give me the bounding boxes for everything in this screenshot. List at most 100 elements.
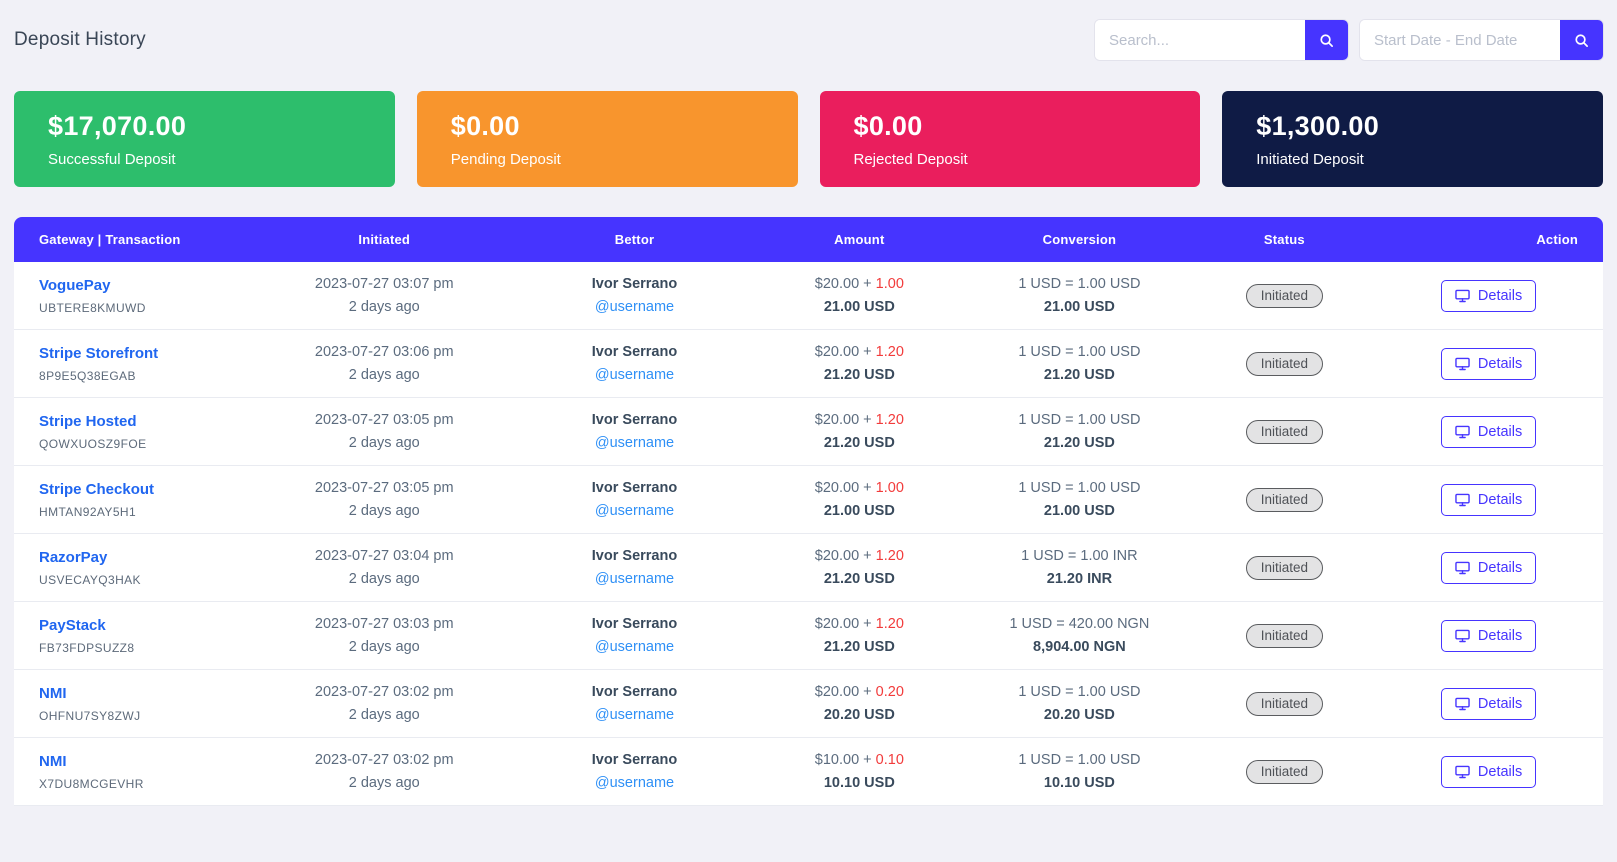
details-button[interactable]: Details	[1440, 347, 1537, 380]
details-button[interactable]: Details	[1440, 755, 1537, 788]
amount-fee: 1.00	[875, 480, 904, 496]
page-title: Deposit History	[14, 29, 146, 50]
status-cell: Initiated	[1194, 465, 1375, 534]
conversion-cell: 1 USD = 1.00 USD 20.20 USD	[964, 669, 1195, 738]
bettor-username-link[interactable]: @username	[594, 571, 675, 587]
initiated-relative: 2 days ago	[348, 435, 420, 451]
status-cell: Initiated	[1194, 669, 1375, 738]
card-value: $0.00	[853, 110, 923, 141]
bettor-username-link[interactable]: @username	[594, 503, 675, 519]
gateway-transaction-cell: Stripe Hosted QOWXUOSZ9FOE	[14, 397, 254, 466]
bettor-username-link[interactable]: @username	[594, 639, 675, 655]
conversion-total: 21.00 USD	[1043, 503, 1115, 519]
card-value: $17,070.00	[48, 110, 187, 141]
amount-base: $20.00 +	[814, 684, 876, 700]
details-button-label: Details	[1477, 627, 1523, 644]
status-badge: Initiated	[1245, 759, 1324, 784]
bettor-username-link[interactable]: @username	[594, 707, 675, 723]
gateway-link[interactable]: PayStack	[39, 616, 106, 634]
date-filter-group	[1360, 20, 1603, 60]
gateway-link[interactable]: RazorPay	[39, 548, 108, 566]
col-action: Action	[1374, 217, 1603, 262]
conversion-total: 21.20 USD	[1043, 435, 1115, 451]
bettor-name: Ivor Serrano	[591, 548, 678, 564]
search-button[interactable]	[1305, 20, 1348, 60]
card-label: Pending Deposit	[450, 150, 561, 168]
status-badge: Initiated	[1245, 555, 1324, 580]
initiated-datetime: 2023-07-27 03:05 pm	[314, 412, 454, 428]
bettor-name: Ivor Serrano	[591, 276, 678, 292]
conversion-total: 10.10 USD	[1043, 775, 1115, 791]
amount-cell: $20.00 + 1.20 21.20 USD	[754, 397, 965, 466]
monitor-icon	[1455, 493, 1470, 506]
initiated-relative: 2 days ago	[348, 503, 420, 519]
details-button[interactable]: Details	[1440, 551, 1537, 584]
date-range-input[interactable]	[1360, 20, 1560, 60]
initiated-relative: 2 days ago	[348, 775, 420, 791]
conversion-rate: 1 USD = 1.00 USD	[1018, 412, 1141, 428]
gateway-transaction-cell: NMI X7DU8MCGEVHR	[14, 737, 254, 806]
bettor-name: Ivor Serrano	[591, 344, 678, 360]
monitor-icon	[1455, 561, 1470, 574]
bettor-username-link[interactable]: @username	[594, 367, 675, 383]
table-row: RazorPay USVECAYQ3HAK 2023-07-27 03:04 p…	[14, 533, 1603, 602]
conversion-cell: 1 USD = 1.00 USD 21.20 USD	[964, 329, 1195, 398]
card-label: Successful Deposit	[48, 150, 176, 168]
initiated-datetime: 2023-07-27 03:02 pm	[314, 752, 454, 768]
conversion-total: 21.00 USD	[1043, 299, 1115, 315]
conversion-cell: 1 USD = 1.00 USD 10.10 USD	[964, 737, 1195, 806]
bettor-username-link[interactable]: @username	[594, 775, 675, 791]
amount-total: 10.10 USD	[823, 775, 895, 791]
details-button[interactable]: Details	[1440, 687, 1537, 720]
status-cell: Initiated	[1194, 397, 1375, 466]
transaction-id: OHFNU7SY8ZWJ	[39, 708, 141, 723]
bettor-cell: Ivor Serrano @username	[514, 262, 755, 330]
initiated-cell: 2023-07-27 03:05 pm 2 days ago	[253, 465, 515, 534]
initiated-datetime: 2023-07-27 03:06 pm	[314, 344, 454, 360]
conversion-rate: 1 USD = 420.00 NGN	[1009, 616, 1150, 632]
amount-total: 21.00 USD	[823, 503, 895, 519]
details-button[interactable]: Details	[1440, 619, 1537, 652]
amount-total: 21.00 USD	[823, 299, 895, 315]
gateway-transaction-cell: Stripe Storefront 8P9E5Q38EGAB	[14, 329, 254, 398]
bettor-username-link[interactable]: @username	[594, 299, 675, 315]
details-button-label: Details	[1477, 491, 1523, 508]
gateway-link[interactable]: VoguePay	[39, 276, 111, 294]
action-cell: Details	[1374, 397, 1603, 466]
details-button[interactable]: Details	[1440, 279, 1537, 312]
status-cell: Initiated	[1194, 533, 1375, 602]
status-badge: Initiated	[1245, 623, 1324, 648]
gateway-link[interactable]: NMI	[39, 684, 67, 702]
search-input[interactable]	[1095, 20, 1305, 60]
amount-total: 21.20 USD	[823, 367, 895, 383]
bettor-username-link[interactable]: @username	[594, 435, 675, 451]
gateway-link[interactable]: Stripe Hosted	[39, 412, 137, 430]
conversion-rate: 1 USD = 1.00 INR	[1021, 548, 1138, 564]
initiated-datetime: 2023-07-27 03:05 pm	[314, 480, 454, 496]
initiated-relative: 2 days ago	[348, 299, 420, 315]
details-button[interactable]: Details	[1440, 415, 1537, 448]
conversion-cell: 1 USD = 420.00 NGN 8,904.00 NGN	[964, 601, 1195, 670]
amount-cell: $20.00 + 1.00 21.00 USD	[754, 465, 965, 534]
action-cell: Details	[1374, 262, 1603, 330]
details-button[interactable]: Details	[1440, 483, 1537, 516]
gateway-link[interactable]: Stripe Checkout	[39, 480, 155, 498]
amount-fee: 0.10	[875, 752, 904, 768]
monitor-icon	[1455, 765, 1470, 778]
gateway-transaction-cell: VoguePay UBTERE8KMUWD	[14, 262, 254, 330]
gateway-link[interactable]: Stripe Storefront	[39, 344, 159, 362]
col-amount: Amount	[754, 217, 965, 262]
status-cell: Initiated	[1194, 737, 1375, 806]
table-row: PayStack FB73FDPSUZZ8 2023-07-27 03:03 p…	[14, 601, 1603, 670]
status-badge: Initiated	[1245, 691, 1324, 716]
amount-base: $10.00 +	[814, 752, 876, 768]
table-row: NMI OHFNU7SY8ZWJ 2023-07-27 03:02 pm 2 d…	[14, 669, 1603, 738]
search-area	[1095, 20, 1603, 60]
date-search-button[interactable]	[1560, 20, 1603, 60]
bettor-cell: Ivor Serrano @username	[514, 397, 755, 466]
gateway-link[interactable]: NMI	[39, 752, 67, 770]
amount-fee: 1.20	[875, 548, 904, 564]
transaction-id: QOWXUOSZ9FOE	[39, 436, 147, 451]
amount-cell: $20.00 + 0.20 20.20 USD	[754, 669, 965, 738]
conversion-rate: 1 USD = 1.00 USD	[1018, 480, 1141, 496]
